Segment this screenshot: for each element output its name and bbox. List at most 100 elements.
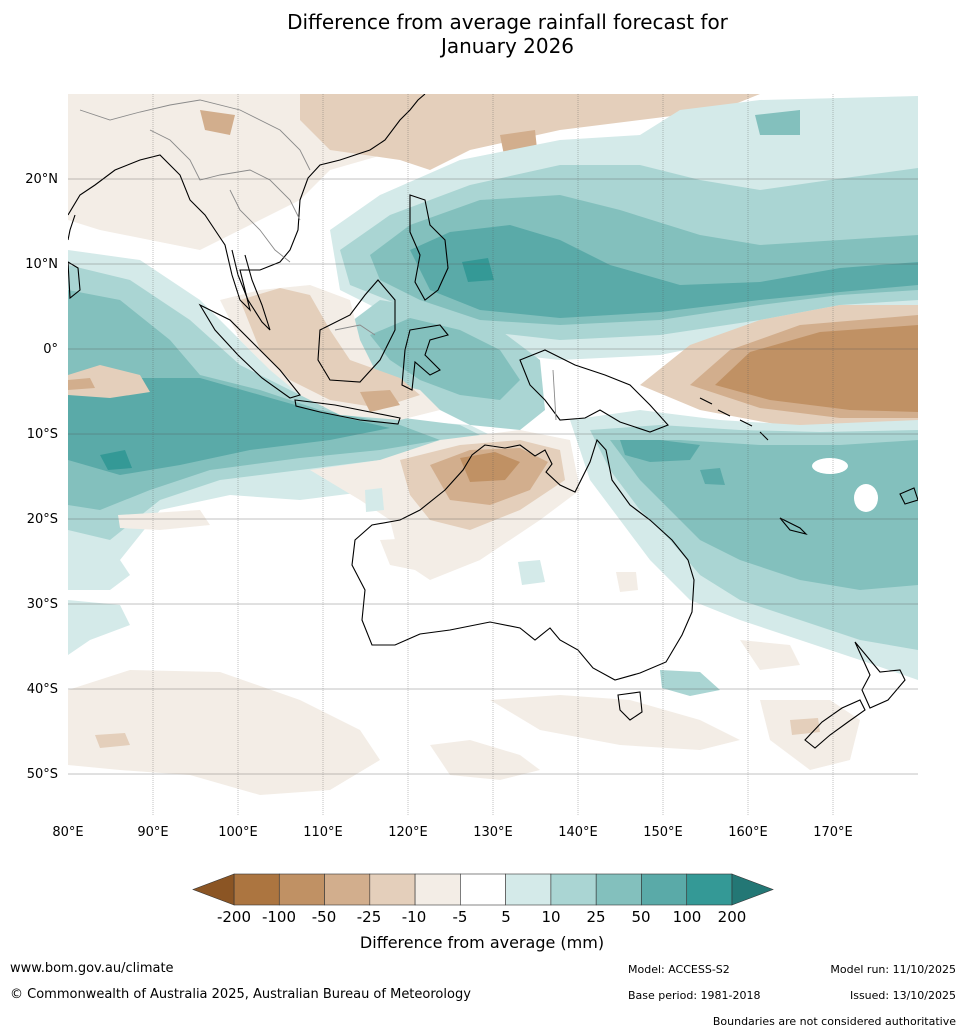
colorbar-tick: -5: [453, 908, 468, 926]
colorbar-tick: 200: [718, 908, 747, 926]
colorbar-over-arrow: [731, 873, 774, 906]
colorbar-box: [369, 873, 416, 906]
philippines-coastline: [409, 194, 449, 301]
disclaimer-text: Boundaries are not considered authoritat…: [712, 1015, 956, 1028]
nz-north-coastline: [854, 641, 906, 709]
new-guinea-coastline: [519, 349, 669, 433]
anomaly-region: [365, 488, 384, 512]
title-line-2: January 2026: [440, 34, 575, 58]
lon-label: 130°E: [473, 825, 513, 840]
anomaly-region: [518, 560, 545, 585]
colorbar-box: [595, 873, 642, 906]
anomaly-region: [740, 640, 800, 670]
lat-label: 50°S: [27, 767, 58, 782]
map-title: Difference from average rainfall forecas…: [0, 10, 965, 58]
anomaly-region: [68, 670, 380, 795]
anomaly-region: [95, 733, 130, 748]
anomaly-region: [200, 110, 235, 135]
lon-label: 80°E: [52, 825, 83, 840]
graticule: [68, 94, 918, 816]
lat-label: 20°N: [25, 172, 58, 187]
borneo-coastline: [317, 279, 396, 383]
anomaly-region: [490, 695, 740, 750]
lat-label: 10°N: [25, 257, 58, 272]
country-borders: [79, 99, 557, 421]
colorbar-box: [460, 873, 506, 906]
colorbar-box: [686, 873, 733, 906]
lat-labels: 20°N 10°N 0° 10°S 20°S 30°S 40°S 50°S: [25, 172, 58, 782]
nz-south-coastline: [804, 699, 866, 749]
colorbar-tick: 10: [541, 908, 560, 926]
colorbar-tick: 50: [631, 908, 650, 926]
anomaly-region: [620, 440, 700, 462]
anomaly-region: [790, 718, 820, 735]
malay-peninsula-coastline: [231, 249, 271, 331]
website-link[interactable]: www.bom.gov.au/climate: [10, 961, 174, 976]
tasmania-coastline: [617, 691, 643, 721]
coastlines: [68, 94, 918, 749]
anomaly-region: [410, 225, 918, 318]
lon-label: 160°E: [728, 825, 768, 840]
anomaly-region: [755, 110, 800, 135]
colorbar-box: [550, 873, 597, 906]
colorbar-label: Difference from average (mm): [360, 933, 604, 952]
anomaly-region: [360, 390, 400, 412]
lon-label: 110°E: [303, 825, 343, 840]
australia-coastline: [351, 438, 695, 681]
colorbar-box: [505, 873, 552, 906]
colorbar-box: [233, 873, 280, 906]
anomaly-region: [660, 670, 720, 696]
issued-text: Issued: 13/10/2025: [849, 989, 956, 1002]
anomaly-region: [100, 450, 132, 470]
colorbar-box: [641, 873, 688, 906]
border-line: [79, 99, 311, 171]
colorbar-ticks: -200 -100 -50 -25 -10 -5 5 10 25 50 100 …: [217, 908, 746, 926]
lon-labels: 80°E 90°E 100°E 110°E 120°E 130°E 140°E …: [52, 825, 852, 840]
lat-label: 10°S: [27, 427, 58, 442]
solomon-islands-coastline: [699, 397, 769, 441]
anomaly-region: [610, 440, 918, 590]
new-caledonia-coastline: [779, 517, 808, 536]
anomaly-region: [700, 468, 725, 485]
lat-label: 0°: [43, 342, 58, 357]
colorbar-tick: -200: [217, 908, 251, 926]
lon-label: 90°E: [137, 825, 168, 840]
rainfall-map: 20°N 10°N 0° 10°S 20°S 30°S 40°S 50°S 80…: [25, 94, 918, 840]
anomaly-region: [380, 535, 480, 575]
border-line: [149, 129, 301, 221]
anomaly-region: [68, 365, 150, 398]
anomaly-region: [460, 452, 520, 482]
java-coastline: [294, 399, 401, 425]
lat-label: 20°S: [27, 512, 58, 527]
lat-label: 30°S: [27, 597, 58, 612]
anomaly-region: [715, 325, 918, 412]
anomaly-layer: [68, 94, 918, 816]
colorbar-tick: -10: [402, 908, 427, 926]
anomaly-region: [240, 288, 420, 408]
colorbar-tick: 25: [586, 908, 605, 926]
colorbar-tick: -25: [357, 908, 382, 926]
colorbar-tick: 5: [501, 908, 511, 926]
colorbar-tick: -100: [262, 908, 296, 926]
colorbar-tick: -50: [312, 908, 337, 926]
title-line-1: Difference from average rainfall forecas…: [287, 10, 728, 34]
colorbar-boxes: [192, 873, 774, 906]
lon-label: 140°E: [558, 825, 598, 840]
sulawesi-coastline: [401, 324, 449, 391]
lat-label: 40°S: [27, 682, 58, 697]
anomaly-region: [430, 740, 540, 780]
anomaly-region: [68, 600, 130, 655]
anomaly-region: [118, 510, 210, 530]
border-line: [334, 324, 376, 336]
colorbar-box: [414, 873, 461, 906]
border-line: [552, 369, 557, 421]
colorbar-tick: 100: [673, 908, 702, 926]
anomaly-region: [68, 560, 130, 590]
colorbar-under-arrow: [192, 873, 235, 906]
fiji-coastline: [899, 487, 918, 505]
lon-label: 100°E: [218, 825, 258, 840]
copyright-text: © Commonwealth of Australia 2025, Austra…: [10, 987, 471, 1002]
sri-lanka-coastline: [68, 261, 81, 300]
anomaly-region: [68, 378, 390, 475]
